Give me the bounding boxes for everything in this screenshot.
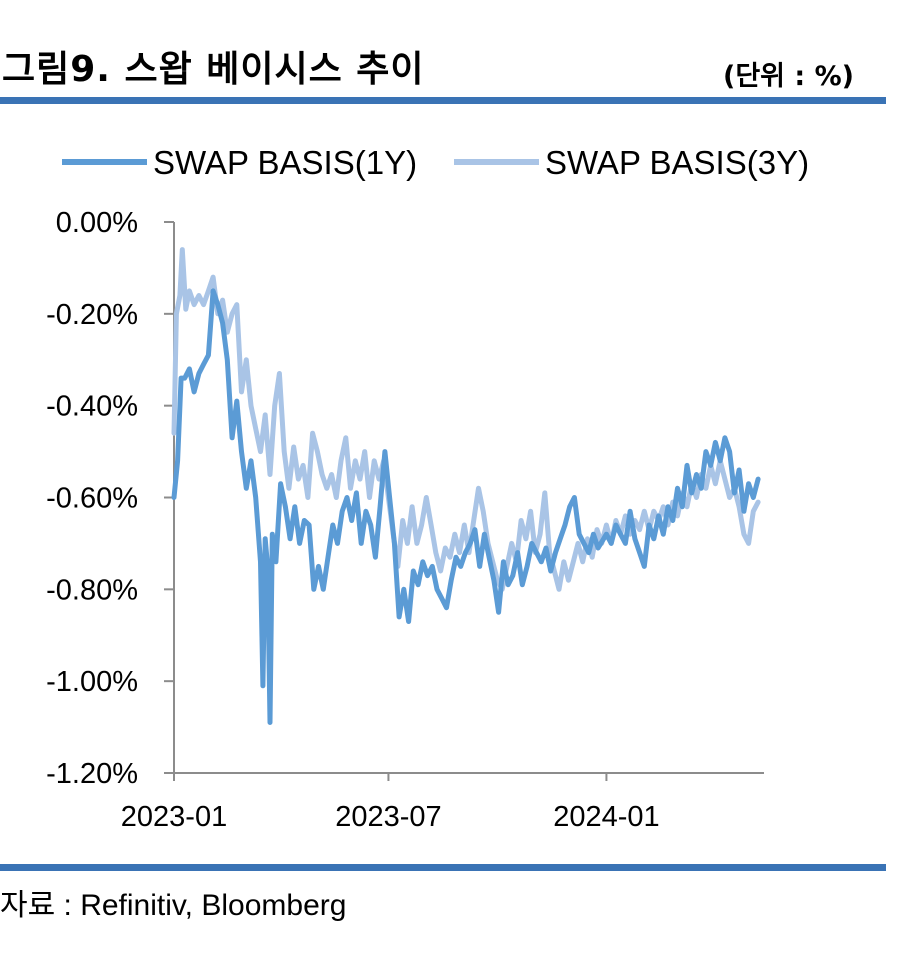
unit-label: (단위 : %) bbox=[722, 61, 854, 92]
series-line-3y bbox=[171, 247, 761, 592]
y-tick-label: -0.80% bbox=[46, 574, 138, 606]
legend-label-3y: SWAP BASIS(3Y) bbox=[545, 144, 809, 181]
x-tick-label: 2024-01 bbox=[553, 801, 659, 833]
page-title: 그림9. 스왑 베이시스 추이 bbox=[2, 49, 425, 90]
legend-label-1y: SWAP BASIS(1Y) bbox=[153, 144, 417, 181]
legend: SWAP BASIS(1Y) SWAP BASIS(3Y) bbox=[62, 144, 809, 181]
top-divider bbox=[0, 97, 886, 104]
y-tick-label: -1.00% bbox=[46, 666, 138, 698]
series-line-1y bbox=[171, 288, 761, 725]
y-tick-label: 0.00% bbox=[56, 207, 138, 239]
source-note: 자료 : Refinitiv, Bloomberg bbox=[0, 889, 347, 922]
x-tick-label: 2023-01 bbox=[121, 801, 227, 833]
axes: 0.00% -0.20% -0.40% -0.60% -0.80% -1.00% -1.20… bbox=[46, 207, 764, 833]
x-tick-label: 2023-07 bbox=[335, 801, 441, 833]
bottom-divider bbox=[0, 864, 886, 871]
y-tick-label: -1.20% bbox=[46, 758, 138, 790]
y-tick-label: -0.20% bbox=[46, 299, 138, 331]
y-tick-label: -0.40% bbox=[46, 391, 138, 423]
y-tick-label: -0.60% bbox=[46, 483, 138, 515]
series-lines bbox=[171, 247, 761, 725]
